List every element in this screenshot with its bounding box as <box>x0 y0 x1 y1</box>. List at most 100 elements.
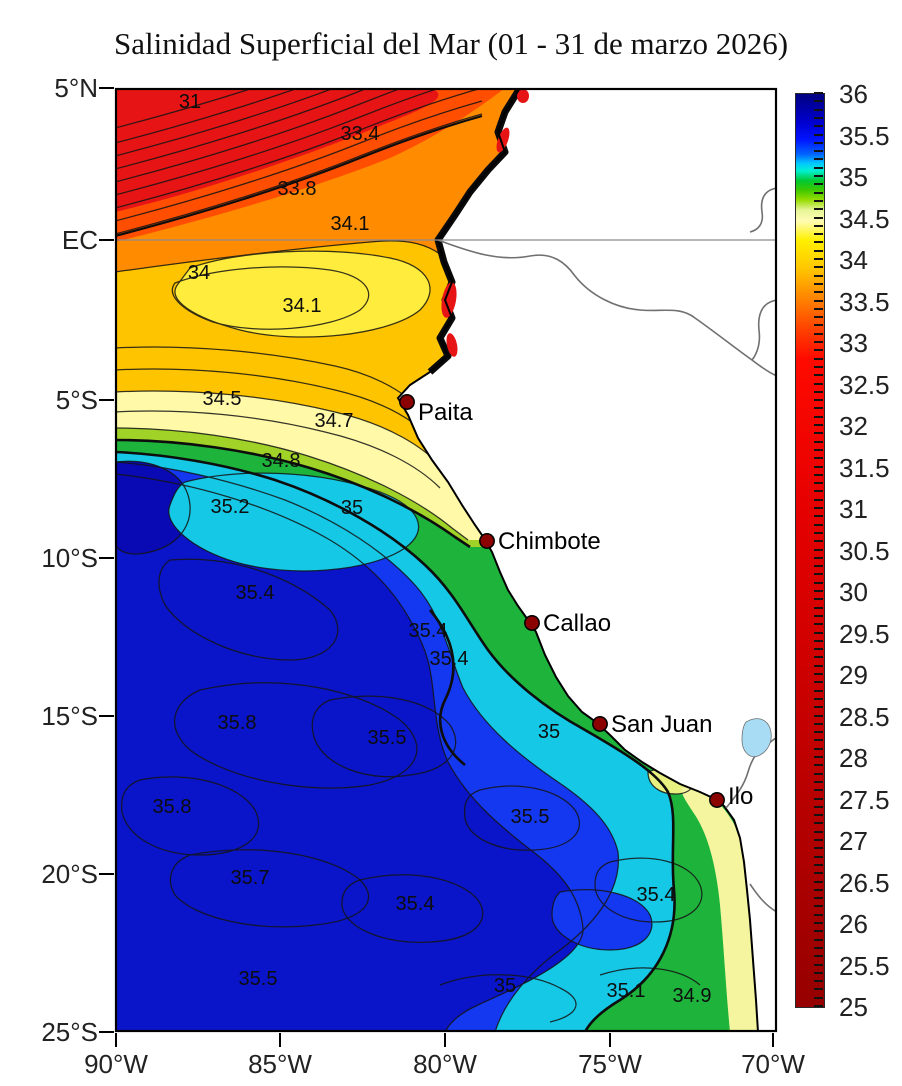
colorbar-tick <box>814 888 823 891</box>
colorbar-tick <box>814 108 823 111</box>
colorbar-tick <box>814 922 823 924</box>
colorbar-tick <box>814 772 823 775</box>
colorbar-tick <box>814 116 823 119</box>
colorbar-tick <box>814 175 823 177</box>
colorbar-tick <box>814 631 823 634</box>
colorbar-tick <box>814 507 823 509</box>
colorbar-label: 30 <box>839 577 868 607</box>
colorbar-tick <box>814 822 823 825</box>
colorbar-tick <box>814 183 823 186</box>
y-tick-label: 20°S <box>41 859 98 889</box>
colorbar-tick <box>814 415 823 418</box>
colorbar-label: 30.5 <box>839 535 890 566</box>
city-markers-layer: Paita Chimbote Callao San Juan Ilo <box>399 394 753 810</box>
colorbar-tick <box>814 448 823 451</box>
colorbar-label: 36 <box>839 79 868 109</box>
colorbar-tick <box>814 457 823 460</box>
contour-lines-thin <box>115 88 703 1032</box>
colorbar-tick <box>814 432 823 435</box>
colorbar-tick <box>814 465 823 468</box>
colorbar-tick <box>814 390 823 393</box>
y-tick-mark <box>99 238 114 242</box>
colorbar-tick <box>814 133 823 136</box>
colorbar-tick <box>814 473 823 476</box>
colorbar-tick <box>814 224 823 227</box>
contour-label: 34.8 <box>262 450 301 472</box>
map-frame <box>114 87 778 1033</box>
colorbar-tick <box>814 706 823 709</box>
y-tick-mark <box>99 714 114 718</box>
contour-label: 35.5 <box>511 806 550 828</box>
colorbar-tick <box>814 814 823 817</box>
contour-label: 35.7 <box>231 867 270 889</box>
contour-label: 34.9 <box>673 985 712 1007</box>
contour-label: 35 <box>494 975 516 997</box>
colorbar-tick <box>814 930 823 933</box>
colorbar-tick <box>814 440 823 443</box>
colorbar-label: 31.5 <box>839 452 890 483</box>
colorbar-tick <box>814 731 823 734</box>
colorbar-tick <box>814 963 823 966</box>
colorbar-tick <box>814 274 823 277</box>
colorbar-tick <box>814 523 823 526</box>
city-marker <box>524 615 540 631</box>
contour-label: 35.8 <box>218 712 257 734</box>
contour-label: 35.5 <box>239 968 278 990</box>
coastal-red-patches <box>441 89 529 357</box>
contour-label: 34.5 <box>203 388 242 410</box>
y-tick-label: 5°N <box>54 73 98 103</box>
colorbar-tick <box>814 556 823 559</box>
contour-label: 34.1 <box>331 213 370 235</box>
colorbar-tick <box>814 988 823 991</box>
y-tick-label: 5°S <box>55 385 98 415</box>
colorbar-tick <box>814 598 823 601</box>
colorbar-label: 25 <box>839 992 868 1022</box>
city-label: Chimbote <box>498 528 601 555</box>
colorbar-tick <box>814 233 823 236</box>
contour-label: 31 <box>179 91 201 113</box>
colorbar-tick <box>814 905 823 908</box>
colorbar-tick <box>814 341 823 343</box>
contour-label: 35 <box>341 497 363 519</box>
colorbar-tick <box>814 150 823 153</box>
x-tick-mark <box>771 1033 775 1047</box>
colorbar <box>795 93 825 1008</box>
colorbar-tick <box>814 830 823 833</box>
colorbar-tick <box>814 656 823 659</box>
colorbar-tick <box>814 722 823 725</box>
x-tick-label: 90°W <box>84 1049 148 1079</box>
x-tick-mark <box>443 1033 447 1047</box>
contour-label: 35.4 <box>236 582 275 604</box>
colorbar-label: 27.5 <box>839 784 890 815</box>
y-tick-label: 10°S <box>41 543 98 573</box>
y-tick-label: 15°S <box>41 701 98 731</box>
colorbar-tick <box>814 241 823 244</box>
colorbar-tick <box>814 664 823 667</box>
x-tick-label: 75°W <box>578 1049 642 1079</box>
colorbar-label: 26.5 <box>839 867 890 898</box>
colorbar-tick <box>814 971 823 974</box>
colorbar-label: 27 <box>839 826 868 856</box>
colorbar-tick <box>814 482 823 485</box>
land-mass <box>398 88 777 1032</box>
x-tick-mark <box>278 1033 282 1047</box>
colorbar-tick <box>814 565 823 568</box>
figure-title: Salinidad Superficial del Mar (01 - 31 d… <box>113 26 789 61</box>
country-borders <box>437 187 777 913</box>
colorbar-tick <box>814 307 823 310</box>
y-tick-mark <box>99 556 114 560</box>
colorbar-label: 35.5 <box>839 120 890 151</box>
colorbar-tick <box>814 880 823 883</box>
colorbar-tick <box>814 872 823 875</box>
colorbar-tick <box>814 332 823 335</box>
colorbar-tick <box>814 639 823 642</box>
colorbar-tick <box>814 747 823 750</box>
city-marker <box>709 792 725 808</box>
colorbar-label: 34 <box>839 245 868 275</box>
colorbar-tick <box>814 689 823 692</box>
colorbar-tick <box>814 581 823 584</box>
colorbar-label: 26 <box>839 909 868 939</box>
colorbar-label: 29 <box>839 660 868 690</box>
contour-label: 35.4 <box>430 648 469 670</box>
